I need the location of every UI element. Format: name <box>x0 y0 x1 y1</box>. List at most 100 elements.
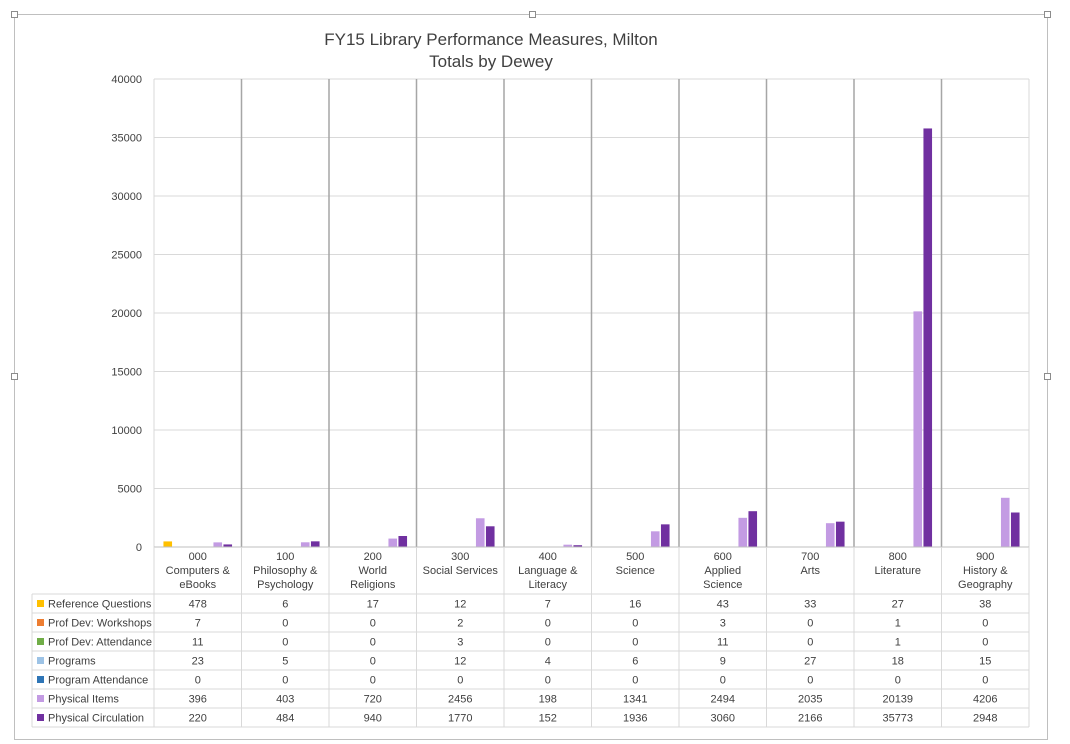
table-cell-value: 3060 <box>711 713 735 725</box>
table-cell-value: 38 <box>979 599 991 611</box>
resize-handle-top-left[interactable] <box>11 11 18 18</box>
table-cell-value: 12 <box>454 656 466 668</box>
table-cell-value: 0 <box>720 675 726 687</box>
table-cell-value: 6 <box>632 656 638 668</box>
table-cell-value: 0 <box>982 637 988 649</box>
legend-label: Physical Circulation <box>48 713 144 725</box>
table-cell-value: 3 <box>457 637 463 649</box>
bar-physical-circulation <box>1010 512 1020 547</box>
legend-key <box>37 676 44 683</box>
table-cell-value: 0 <box>632 675 638 687</box>
category-label: Computers & <box>166 565 231 577</box>
bar-physical-items <box>913 311 923 547</box>
legend-label: Reference Questions <box>48 599 152 611</box>
resize-handle-top-right[interactable] <box>1044 11 1051 18</box>
table-cell-value: 220 <box>189 713 207 725</box>
y-tick-label: 40000 <box>111 74 142 86</box>
category-label: 300 <box>451 551 469 563</box>
table-cell-value: 0 <box>545 637 551 649</box>
chart-subtitle: Totals by Dewey <box>429 52 553 71</box>
bar-physical-items <box>475 518 485 547</box>
bar-physical-circulation <box>835 521 845 547</box>
y-tick-label: 15000 <box>111 367 142 379</box>
bar-physical-circulation <box>223 544 233 547</box>
bar-physical-circulation <box>660 524 670 547</box>
table-cell-value: 18 <box>892 656 904 668</box>
table-cell-value: 0 <box>282 637 288 649</box>
bar-physical-circulation <box>748 511 758 547</box>
table-cell-value: 152 <box>539 713 557 725</box>
chart-frame[interactable]: FY15 Library Performance Measures, Milto… <box>11 11 1051 740</box>
table-cell-value: 198 <box>539 694 557 706</box>
table-cell-value: 940 <box>364 713 382 725</box>
table-cell-value: 0 <box>370 656 376 668</box>
category-label: 900 <box>976 551 994 563</box>
table-cell-value: 0 <box>545 618 551 630</box>
category-label: Literature <box>875 565 921 577</box>
grid-layer <box>153 78 1030 548</box>
table-cell-value: 1 <box>895 618 901 630</box>
table-cell-value: 33 <box>804 599 816 611</box>
resize-handle-top[interactable] <box>529 11 536 18</box>
category-label: eBooks <box>179 579 216 591</box>
table-cell-value: 4206 <box>973 694 997 706</box>
bar-physical-items <box>300 542 310 547</box>
table-cell-value: 7 <box>545 599 551 611</box>
table-cell-value: 2456 <box>448 694 472 706</box>
legend-key <box>37 600 44 607</box>
legend-label: Prof Dev: Workshops <box>48 618 152 630</box>
y-tick-label: 35000 <box>111 133 142 145</box>
table-cell-value: 403 <box>276 694 294 706</box>
category-label: 400 <box>539 551 557 563</box>
resize-handle-left[interactable] <box>11 373 18 380</box>
bar-physical-circulation <box>310 541 320 547</box>
category-label: Psychology <box>257 579 314 591</box>
table-cell-value: 2494 <box>711 694 735 706</box>
category-label: Geography <box>958 579 1013 591</box>
table-cell-value: 2 <box>457 618 463 630</box>
y-tick-label: 25000 <box>111 250 142 262</box>
category-label: Philosophy & <box>253 565 318 577</box>
table-cell-value: 9 <box>720 656 726 668</box>
category-label: 800 <box>889 551 907 563</box>
table-cell-value: 12 <box>454 599 466 611</box>
category-label: History & <box>963 565 1008 577</box>
table-cell-value: 27 <box>892 599 904 611</box>
category-label: 700 <box>801 551 819 563</box>
category-label: Religions <box>350 579 396 591</box>
table-cell-value: 0 <box>457 675 463 687</box>
table-cell-value: 11 <box>717 637 728 649</box>
y-tick-label: 10000 <box>111 425 142 437</box>
table-cell-value: 396 <box>189 694 207 706</box>
category-label: Arts <box>800 565 820 577</box>
chart-svg: FY15 Library Performance Measures, Milto… <box>31 30 1030 728</box>
category-label: World <box>358 565 387 577</box>
table-cell-value: 11 <box>192 637 203 649</box>
bar-physical-items <box>388 538 398 547</box>
table-cell-value: 2948 <box>973 713 997 725</box>
table-cell-value: 0 <box>632 618 638 630</box>
category-label: 000 <box>189 551 207 563</box>
table-cell-value: 0 <box>370 618 376 630</box>
bar-physical-circulation <box>398 536 408 547</box>
legend-key <box>37 714 44 721</box>
category-label: Science <box>616 565 655 577</box>
category-label: Science <box>703 579 742 591</box>
bar-physical-items <box>213 542 223 547</box>
table-cell-value: 0 <box>282 618 288 630</box>
legend-key <box>37 619 44 626</box>
axis-layer: 0 5000 10000 15000 20000 25000 30000 35000 40000 <box>111 74 1029 554</box>
category-label: 500 <box>626 551 644 563</box>
category-label: Language & <box>518 565 578 577</box>
table-cell-value: 1 <box>895 637 901 649</box>
table-cell-value: 7 <box>195 618 201 630</box>
legend-label: Programs <box>48 656 96 668</box>
table-cell-value: 27 <box>804 656 816 668</box>
category-label: 100 <box>276 551 294 563</box>
bar-physical-items <box>1000 497 1010 547</box>
resize-handle-right[interactable] <box>1044 373 1051 380</box>
table-cell-value: 0 <box>982 675 988 687</box>
legend-key <box>37 695 44 702</box>
table-cell-value: 6 <box>282 599 288 611</box>
